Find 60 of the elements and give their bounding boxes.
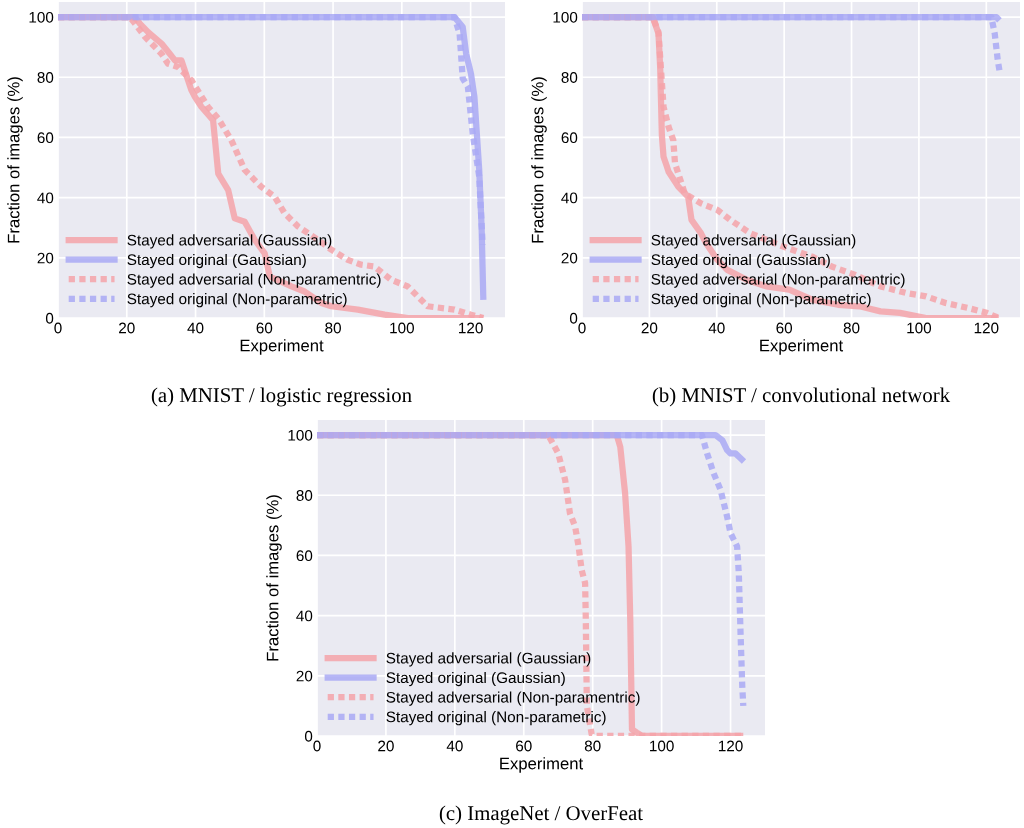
y-axis-title: Fraction of images (%) [531, 77, 547, 243]
y-tick-label: 100 [288, 429, 313, 441]
legend-label: Stayed original (Non-parametric) [386, 711, 606, 726]
y-tick-label: 40 [296, 610, 313, 622]
x-tick-label: 40 [446, 740, 463, 752]
x-tick-label: 20 [378, 740, 394, 752]
legend-label: Stayed original (Gaussian) [386, 671, 565, 687]
legend-label: Stayed original (Gaussian) [651, 253, 830, 269]
text: (a) MNIST / logistic regression [151, 387, 412, 407]
legend-label: Stayed original (Non-parametric) [127, 293, 347, 308]
y-tick-label: 60 [561, 132, 578, 144]
x-tick-label: 100 [650, 740, 674, 752]
legend-label: Stayed adversarial (Gaussian) [651, 234, 856, 249]
x-tick-label: 120 [459, 322, 483, 334]
legend-label: Stayed adversarial (Gaussian) [127, 234, 332, 249]
y-tick-label: 80 [37, 72, 54, 83]
y-tick-label: 100 [29, 11, 54, 23]
x-tick-label: 80 [584, 740, 601, 752]
x-tick-label: 100 [390, 322, 414, 334]
x-tick-label: 100 [907, 322, 932, 334]
y-tick-label: 20 [37, 252, 54, 264]
x-tick-label: 60 [256, 322, 273, 334]
y-tick-label: 20 [296, 670, 313, 682]
y-tick-label: 40 [561, 192, 578, 204]
x-tick-label: 80 [325, 322, 341, 334]
x-axis-title: Experiment [500, 757, 584, 773]
x-tick-label: 60 [516, 740, 532, 752]
x-tick-label: 80 [843, 322, 860, 334]
x-tick-label: 40 [708, 322, 725, 334]
y-tick-label: 0 [304, 730, 313, 742]
x-tick-label: 120 [718, 740, 743, 752]
x-tick-label: 20 [641, 322, 658, 334]
y-axis-title: Fraction of images (%) [266, 495, 282, 661]
legend-label: Stayed adversarial (Non-paramentric) [651, 273, 905, 288]
x-axis-title: Experiment [760, 339, 844, 355]
y-tick-label: 80 [561, 72, 578, 83]
x-tick-label: 20 [119, 322, 135, 334]
legend-label: Stayed original (Non-parametric) [651, 293, 871, 308]
text: (b) MNIST / convolutional network [652, 387, 951, 407]
legend-label: Stayed adversarial (Gaussian) [386, 652, 591, 667]
x-tick-label: 60 [776, 322, 793, 334]
x-tick-label: 40 [187, 322, 204, 334]
y-tick-label: 60 [296, 550, 313, 562]
legend-label: Stayed adversarial (Non-paramentric) [127, 273, 381, 288]
x-tick-label: 0 [313, 740, 321, 752]
y-tick-label: 0 [45, 312, 54, 324]
x-tick-label: 120 [974, 322, 999, 334]
legend-label: Stayed adversarial (Non-paramentric) [386, 691, 640, 706]
x-tick-label: 0 [54, 322, 62, 334]
x-tick-label: 0 [578, 322, 586, 334]
y-tick-label: 40 [37, 192, 54, 204]
y-tick-label: 80 [296, 490, 313, 501]
y-tick-label: 60 [37, 132, 54, 144]
y-tick-label: 0 [569, 312, 578, 324]
y-tick-label: 20 [561, 252, 578, 264]
legend-label: Stayed original (Gaussian) [127, 253, 306, 269]
y-axis-title: Fraction of images (%) [7, 77, 23, 243]
y-tick-label: 100 [553, 11, 578, 23]
text: (c) ImageNet / OverFeat [439, 805, 643, 825]
x-axis-title: Experiment [240, 339, 324, 355]
